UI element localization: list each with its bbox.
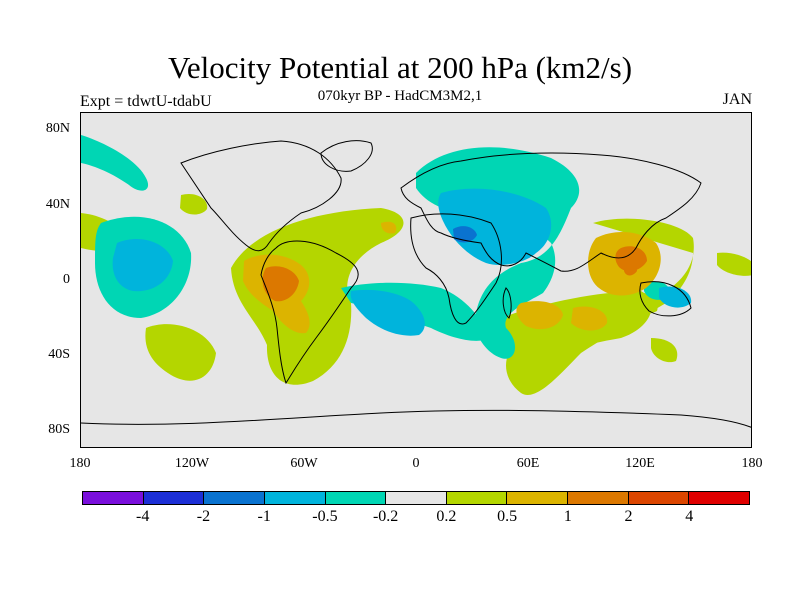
- x-tick-label: 180: [741, 456, 763, 471]
- colorbar-cell: [689, 492, 750, 504]
- colorbar-cell: [568, 492, 629, 504]
- positive-strong-regions: [262, 246, 647, 302]
- colorbar-label: 0.2: [436, 508, 457, 525]
- y-tick-label: 40N: [45, 197, 70, 212]
- map-panel: [80, 112, 752, 448]
- colorbar-label: -1: [257, 508, 271, 525]
- colorbar-cell: [386, 492, 447, 504]
- x-tick-label: 60E: [516, 456, 540, 471]
- colorbar-cell: [83, 492, 144, 504]
- y-tick-label: 40S: [48, 347, 70, 362]
- x-tick-label: 0: [412, 456, 420, 471]
- colorbar-label: 1: [563, 508, 572, 525]
- colorbar-label: -4: [136, 508, 150, 525]
- colorbar-cell: [507, 492, 569, 504]
- y-tick-label: 80S: [48, 422, 70, 437]
- x-tick-label: 60W: [290, 456, 318, 471]
- y-tick-label: 0: [63, 272, 70, 287]
- chart-subtitle: 070kyr BP - HadCM3M2,1: [317, 88, 483, 104]
- velocity-potential-map: [81, 135, 751, 428]
- colorbar-cell: [325, 492, 387, 504]
- colorbar-label: 2: [624, 508, 633, 525]
- experiment-label: Expt = tdwtU-tdabU: [80, 93, 212, 110]
- chart-title: Velocity Potential at 200 hPa (km2/s): [167, 50, 633, 85]
- colorbar-cell: [204, 492, 265, 504]
- colorbar-label: -0.5: [312, 508, 338, 525]
- colorbar-label: 0.5: [497, 508, 518, 525]
- colorbar-cell: [446, 492, 508, 504]
- negative-medium-regions: [112, 188, 692, 336]
- month-label: JAN: [722, 91, 752, 108]
- colorbar-cell: [628, 492, 690, 504]
- colorbar-cell: [264, 492, 326, 504]
- colorbar-label: -0.2: [372, 508, 399, 525]
- colorbar-label: -2: [196, 508, 211, 525]
- y-tick-label: 80N: [45, 121, 70, 136]
- x-tick-label: 120W: [174, 456, 210, 471]
- negative-strong-regions: [453, 226, 477, 243]
- x-tick-label: 120E: [625, 456, 655, 471]
- positive-light-regions: [81, 193, 751, 395]
- colorbar-label: 4: [685, 508, 694, 525]
- x-tick-label: 180: [69, 456, 91, 471]
- colorbar-cell: [143, 492, 205, 504]
- coastlines: [81, 140, 751, 428]
- colorbar: [82, 491, 750, 505]
